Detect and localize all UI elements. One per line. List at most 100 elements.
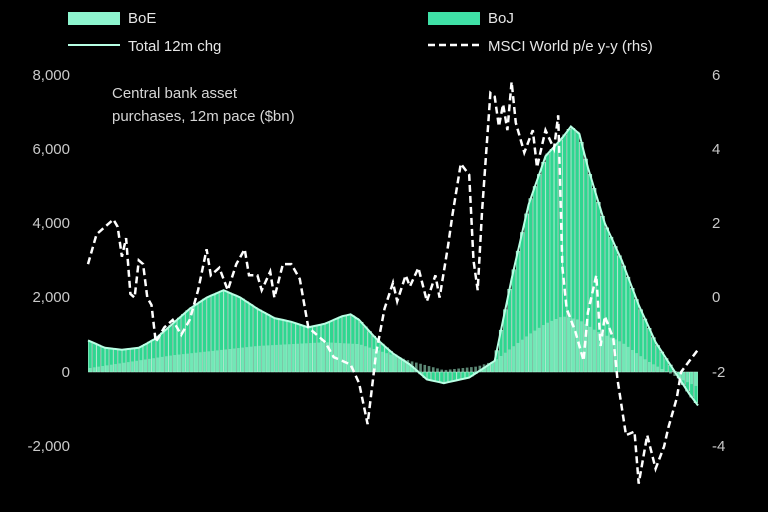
boj-bar	[122, 362, 126, 372]
boj-bar	[169, 355, 172, 372]
boj-bar	[126, 362, 130, 372]
boj-bar	[457, 368, 460, 372]
boj-bar	[406, 360, 410, 372]
boj-bar	[317, 342, 321, 372]
boj-bar	[414, 362, 418, 372]
boj-bar	[165, 356, 168, 372]
boj-bar	[516, 342, 520, 372]
chart-annotation: Central bank asset purchases, 12m pace (…	[112, 85, 295, 125]
bar	[448, 371, 453, 383]
boj-bar	[338, 343, 342, 372]
boj-bar	[326, 342, 329, 372]
boj-bar	[398, 357, 401, 372]
boj-bar	[694, 372, 698, 386]
boj-bar	[677, 372, 681, 379]
boj-bar	[97, 366, 100, 372]
boj-bar	[559, 317, 562, 372]
bar	[88, 341, 93, 373]
boj-bar	[109, 364, 113, 372]
boj-bar	[262, 345, 266, 372]
boj-bar	[609, 337, 613, 372]
boj-bar	[101, 366, 105, 372]
boj-bar	[266, 345, 270, 372]
bar	[443, 371, 449, 383]
boj-bar	[567, 317, 571, 372]
boj-bar	[601, 333, 605, 372]
boj-bar	[402, 358, 405, 372]
boj-bar	[258, 345, 261, 372]
boj-bar	[385, 353, 388, 372]
boj-bar	[203, 351, 206, 372]
boj-bar	[431, 367, 435, 372]
boj-bar	[512, 346, 516, 372]
boj-bar	[575, 319, 579, 372]
boj-bar	[376, 350, 380, 372]
y-right-tick-label: -4	[712, 438, 725, 455]
boj-bar	[499, 355, 503, 372]
boj-bar	[656, 366, 660, 372]
boj-bar	[351, 343, 355, 372]
y-left-tick-label: 8,000	[32, 67, 70, 84]
boj-bar	[537, 327, 541, 372]
boj-bar	[474, 366, 477, 372]
boj-bar	[143, 359, 147, 372]
msci-pe-line	[86, 81, 699, 484]
boj-bar	[275, 344, 278, 372]
boj-bar	[686, 372, 689, 383]
boj-bar	[181, 354, 185, 372]
boj-bar	[313, 342, 316, 372]
boj-bar	[254, 346, 257, 372]
boj-bar	[465, 367, 469, 372]
boj-bar	[491, 361, 494, 372]
boj-bar	[470, 367, 473, 372]
boj-bar	[631, 349, 634, 372]
boj-bar	[592, 329, 596, 372]
boj-bar	[131, 361, 134, 372]
boj-bar	[533, 330, 537, 372]
boj-bar	[597, 332, 600, 372]
boj-bar	[287, 344, 291, 372]
boj-bar	[372, 348, 376, 372]
boj-bar	[237, 348, 240, 372]
boj-bar	[330, 342, 333, 372]
y-left-tick-label: 0	[62, 364, 70, 381]
boj-bar	[626, 346, 630, 372]
legend-label-total: Total 12m chg	[128, 38, 221, 55]
boj-bar	[292, 343, 295, 372]
boj-bar	[249, 346, 253, 372]
boj-bar	[664, 371, 668, 372]
boj-bar	[198, 352, 202, 372]
boj-bar	[508, 349, 511, 372]
boj-bar	[448, 369, 452, 372]
boj-bar	[232, 348, 236, 372]
boj-bar	[347, 343, 350, 372]
y-right-ticks: -4 -2 0 2 4 6	[712, 67, 725, 455]
boj-bar	[173, 355, 177, 372]
lines-layer	[86, 81, 699, 484]
boj-bar	[495, 359, 499, 372]
boj-bar	[148, 358, 151, 372]
total-12m-line	[87, 125, 699, 407]
boj-bar	[635, 353, 638, 372]
bar	[452, 371, 457, 382]
y-left-ticks: -2,000 0 2,000 4,000 6,000 8,000	[27, 67, 70, 455]
boj-bar	[177, 354, 181, 372]
boj-bar	[194, 352, 198, 372]
boj-bar	[647, 362, 651, 372]
boj-bar	[270, 345, 274, 372]
legend-label-pe: MSCI World p/e y-y (rhs)	[488, 38, 653, 55]
annotation-line-1: Central bank asset	[112, 85, 238, 102]
boj-bar	[419, 363, 422, 372]
boj-bar	[436, 368, 439, 372]
boj-bar	[156, 357, 160, 372]
boj-bar	[660, 368, 664, 372]
boj-bar	[563, 316, 566, 372]
boj-bar	[245, 347, 249, 372]
boj-bar	[190, 353, 194, 372]
boj-bar	[296, 343, 300, 372]
boj-bar	[440, 369, 444, 372]
legend: BoE BoJ Total 12m chg MSCI World p/e y-y…	[68, 10, 653, 55]
boj-bar	[321, 342, 325, 372]
boj-bar	[279, 344, 283, 372]
boj-bar	[461, 368, 465, 372]
